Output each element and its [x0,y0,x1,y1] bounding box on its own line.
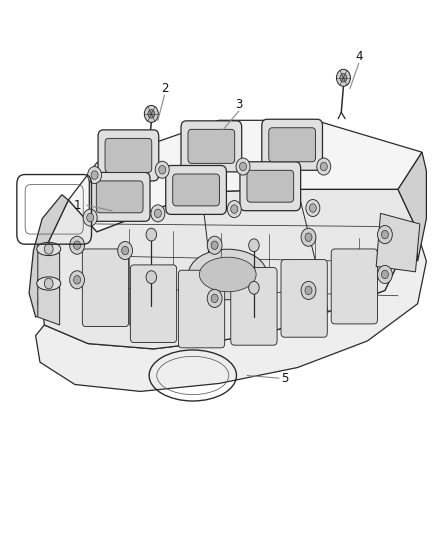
Circle shape [240,163,247,171]
FancyBboxPatch shape [181,121,242,172]
Circle shape [320,163,327,171]
Circle shape [148,110,155,118]
Circle shape [207,289,222,308]
FancyBboxPatch shape [188,130,235,164]
Circle shape [145,106,158,123]
Circle shape [122,246,129,255]
Circle shape [88,166,102,183]
Circle shape [309,204,316,212]
Circle shape [249,239,259,252]
FancyBboxPatch shape [247,170,293,202]
FancyBboxPatch shape [166,165,226,214]
Polygon shape [35,227,426,391]
Circle shape [159,165,166,174]
Circle shape [91,171,98,179]
Text: 4: 4 [355,50,363,63]
Circle shape [74,241,81,249]
Circle shape [340,74,347,82]
FancyBboxPatch shape [173,174,219,206]
Ellipse shape [188,249,267,300]
Circle shape [83,209,97,226]
Circle shape [146,228,156,241]
Circle shape [44,278,53,289]
FancyBboxPatch shape [82,249,129,327]
Circle shape [305,286,312,295]
Circle shape [70,236,85,254]
Polygon shape [68,120,422,232]
Polygon shape [38,245,60,290]
Circle shape [211,241,218,249]
FancyBboxPatch shape [178,270,225,348]
Circle shape [317,158,331,175]
Polygon shape [38,280,60,325]
Circle shape [70,271,85,289]
FancyBboxPatch shape [262,119,322,170]
FancyBboxPatch shape [281,260,327,337]
Text: 3: 3 [235,98,242,111]
FancyBboxPatch shape [269,128,315,162]
Circle shape [74,276,81,284]
Circle shape [378,225,392,244]
Circle shape [118,241,133,260]
Circle shape [154,209,161,217]
FancyBboxPatch shape [231,268,277,345]
Circle shape [381,230,389,239]
Circle shape [231,205,238,213]
Circle shape [301,281,316,300]
FancyBboxPatch shape [240,162,300,211]
Circle shape [151,205,165,222]
Polygon shape [376,213,420,272]
Circle shape [146,271,156,284]
Ellipse shape [199,257,256,292]
Ellipse shape [37,243,61,256]
FancyBboxPatch shape [89,172,150,221]
Circle shape [301,228,316,246]
Circle shape [378,265,392,284]
Circle shape [211,294,218,303]
FancyBboxPatch shape [96,181,143,213]
Circle shape [381,270,389,279]
Polygon shape [40,189,416,349]
Circle shape [305,233,312,241]
Text: 5: 5 [281,372,288,385]
Circle shape [44,244,53,254]
Circle shape [306,199,320,216]
FancyBboxPatch shape [331,249,378,324]
Circle shape [207,236,222,254]
Circle shape [155,161,169,178]
Polygon shape [29,195,68,317]
Circle shape [87,213,94,222]
Circle shape [236,158,250,175]
FancyBboxPatch shape [131,265,177,343]
Text: 2: 2 [161,82,168,95]
Polygon shape [398,152,426,261]
Ellipse shape [37,277,61,290]
FancyBboxPatch shape [105,139,152,172]
Circle shape [227,200,241,217]
Circle shape [249,281,259,294]
FancyBboxPatch shape [98,130,159,181]
Text: 1: 1 [73,199,81,212]
Circle shape [336,69,350,86]
